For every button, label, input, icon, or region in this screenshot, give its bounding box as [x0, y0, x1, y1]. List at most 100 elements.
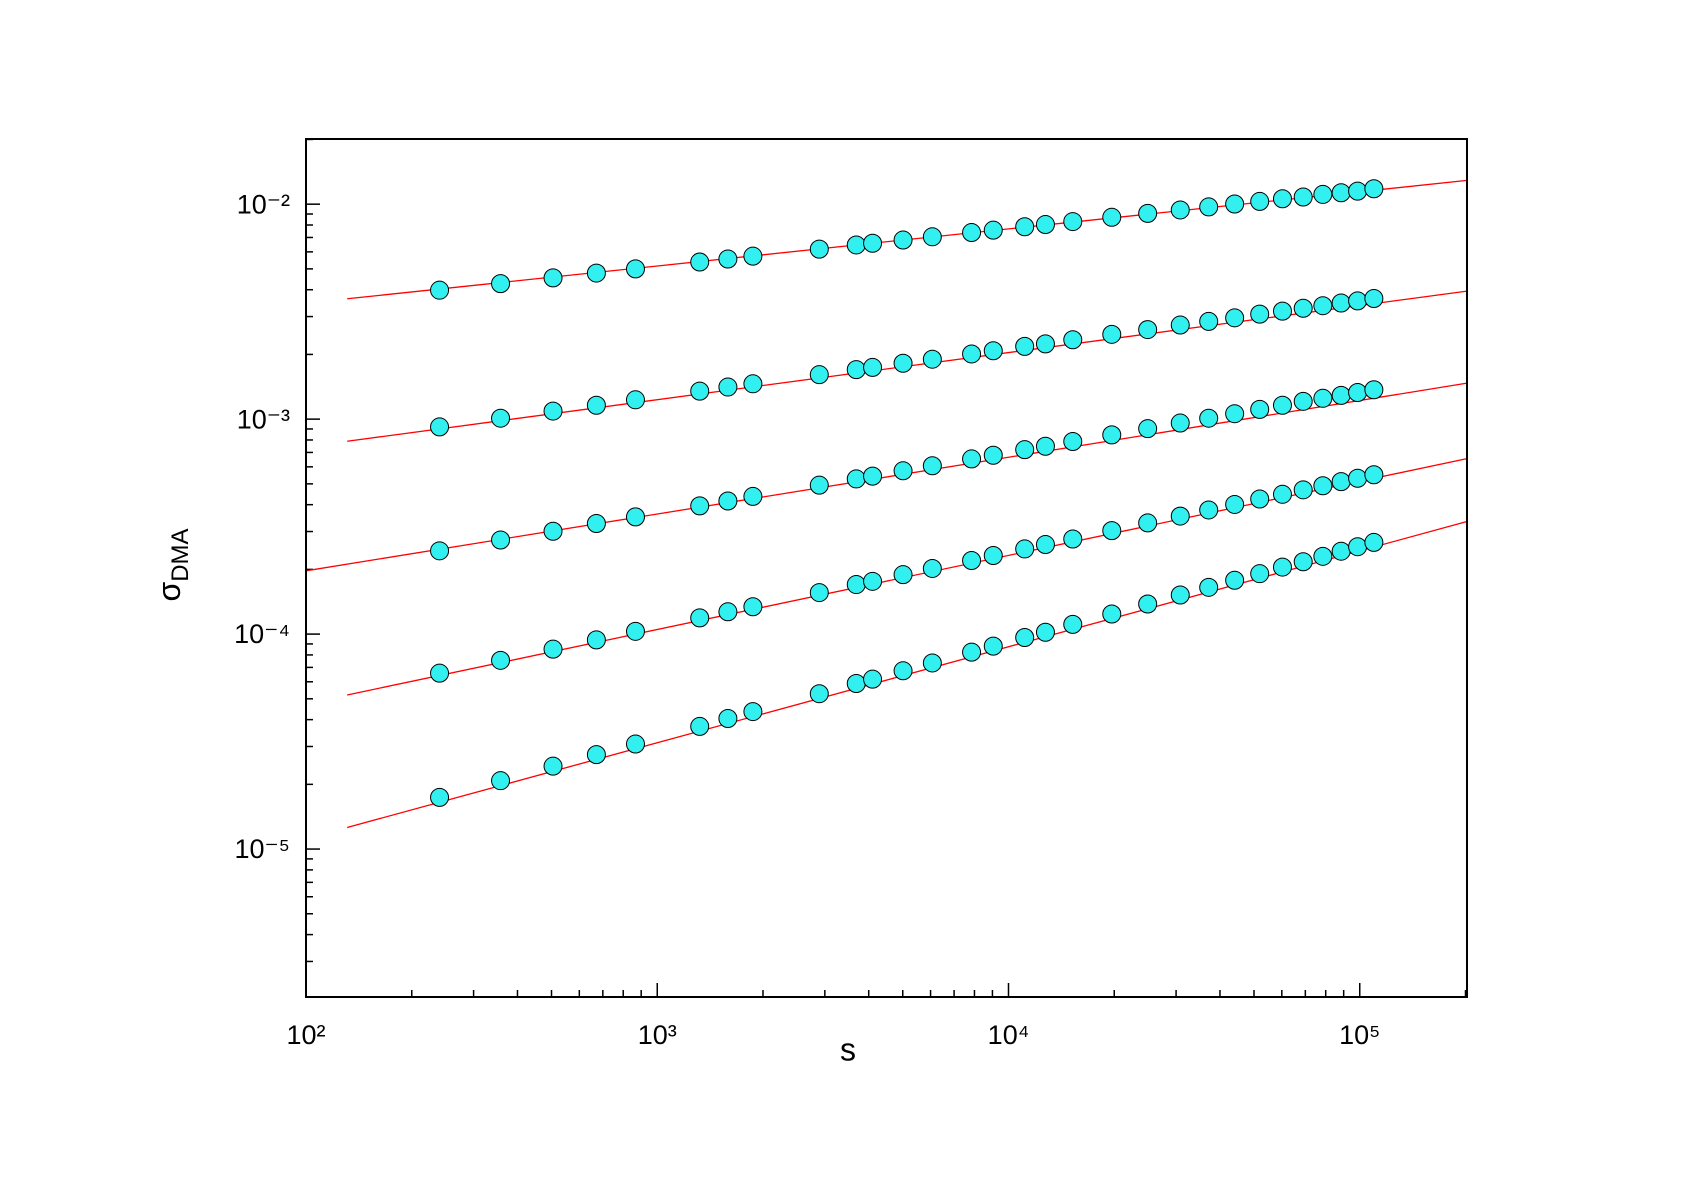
data-point: [625, 259, 645, 279]
data-point: [1199, 577, 1219, 597]
data-point: [846, 575, 866, 595]
data-point: [430, 787, 450, 807]
data-point: [1250, 489, 1270, 509]
data-point: [1293, 298, 1313, 318]
x-tick-label: 10²: [286, 1020, 325, 1050]
data-point: [1015, 217, 1035, 237]
data-point: [846, 360, 866, 380]
x-tick-label: 10³: [638, 1020, 677, 1050]
data-point: [893, 661, 913, 681]
data-point: [1170, 200, 1190, 220]
data-point: [809, 365, 829, 385]
data-point: [1063, 330, 1083, 350]
data-point: [1035, 436, 1055, 456]
data-point: [809, 239, 829, 259]
data-point: [846, 235, 866, 255]
data-point: [430, 663, 450, 683]
data-point: [1063, 431, 1083, 451]
data-point: [1272, 301, 1292, 321]
data-point: [1035, 334, 1055, 354]
data-point: [863, 669, 883, 689]
data-point: [922, 456, 942, 476]
data-point: [718, 249, 738, 269]
data-point: [1015, 539, 1035, 559]
data-point: [922, 558, 942, 578]
x-axis-title: s: [840, 1031, 856, 1067]
plot-frame: [305, 138, 1468, 998]
data-point: [962, 344, 982, 364]
data-point: [430, 541, 450, 561]
data-point: [1170, 506, 1190, 526]
data-point: [1250, 399, 1270, 419]
data-point: [718, 491, 738, 511]
data-point: [846, 674, 866, 694]
data-point: [718, 377, 738, 397]
data-point: [983, 220, 1003, 240]
y-tick-label: 10⁻³: [237, 404, 290, 434]
data-point: [1250, 564, 1270, 584]
data-point: [1348, 383, 1368, 403]
data-point: [962, 223, 982, 243]
data-point: [962, 449, 982, 469]
data-point: [1250, 191, 1270, 211]
data-point: [1225, 194, 1245, 214]
y-axis-title: σDMA: [151, 528, 194, 601]
data-point: [1102, 425, 1122, 445]
data-point: [922, 349, 942, 369]
data-point: [1102, 207, 1122, 227]
data-point: [491, 408, 511, 428]
data-point: [491, 771, 511, 791]
data-point: [1348, 181, 1368, 201]
data-point: [1364, 465, 1384, 485]
data-point: [690, 716, 710, 736]
data-point: [1293, 480, 1313, 500]
data-point: [1364, 532, 1384, 552]
data-point: [1063, 529, 1083, 549]
data-point: [1313, 296, 1333, 316]
data-point: [962, 550, 982, 570]
data-point: [1313, 388, 1333, 408]
data-point: [1170, 585, 1190, 605]
data-point: [893, 565, 913, 585]
data-point: [743, 597, 763, 617]
data-point: [1293, 187, 1313, 207]
data-point: [586, 513, 606, 533]
data-point: [1015, 336, 1035, 356]
data-point: [1199, 197, 1219, 217]
data-point: [893, 353, 913, 373]
data-point: [983, 341, 1003, 361]
data-point: [1102, 521, 1122, 541]
data-point: [1313, 546, 1333, 566]
data-point: [1348, 537, 1368, 557]
data-point: [1225, 404, 1245, 424]
data-point: [1102, 324, 1122, 344]
data-point: [1331, 183, 1351, 203]
data-point: [1331, 541, 1351, 561]
data-point: [1331, 472, 1351, 492]
data-point: [743, 246, 763, 266]
fit-line: [305, 382, 1468, 572]
data-point: [1015, 628, 1035, 648]
data-point: [922, 653, 942, 673]
data-point: [543, 268, 563, 288]
data-point: [1138, 513, 1158, 533]
data-point: [1199, 500, 1219, 520]
y-tick-label: 10⁻⁴: [234, 619, 290, 649]
data-point: [809, 583, 829, 603]
data-point: [983, 546, 1003, 566]
data-point: [491, 650, 511, 670]
data-point: [1348, 291, 1368, 311]
data-point: [718, 708, 738, 728]
data-point: [1170, 413, 1190, 433]
data-point: [718, 602, 738, 622]
data-point: [1364, 289, 1384, 309]
data-point: [690, 608, 710, 628]
data-point: [1331, 385, 1351, 405]
data-point: [1364, 380, 1384, 400]
y-axis-subscript: DMA: [167, 528, 194, 581]
data-point: [743, 486, 763, 506]
y-tick-label: 10⁻⁵: [235, 834, 290, 864]
x-tick-label: 10⁵: [1339, 1020, 1380, 1050]
x-tick-label: 10⁴: [988, 1020, 1030, 1050]
